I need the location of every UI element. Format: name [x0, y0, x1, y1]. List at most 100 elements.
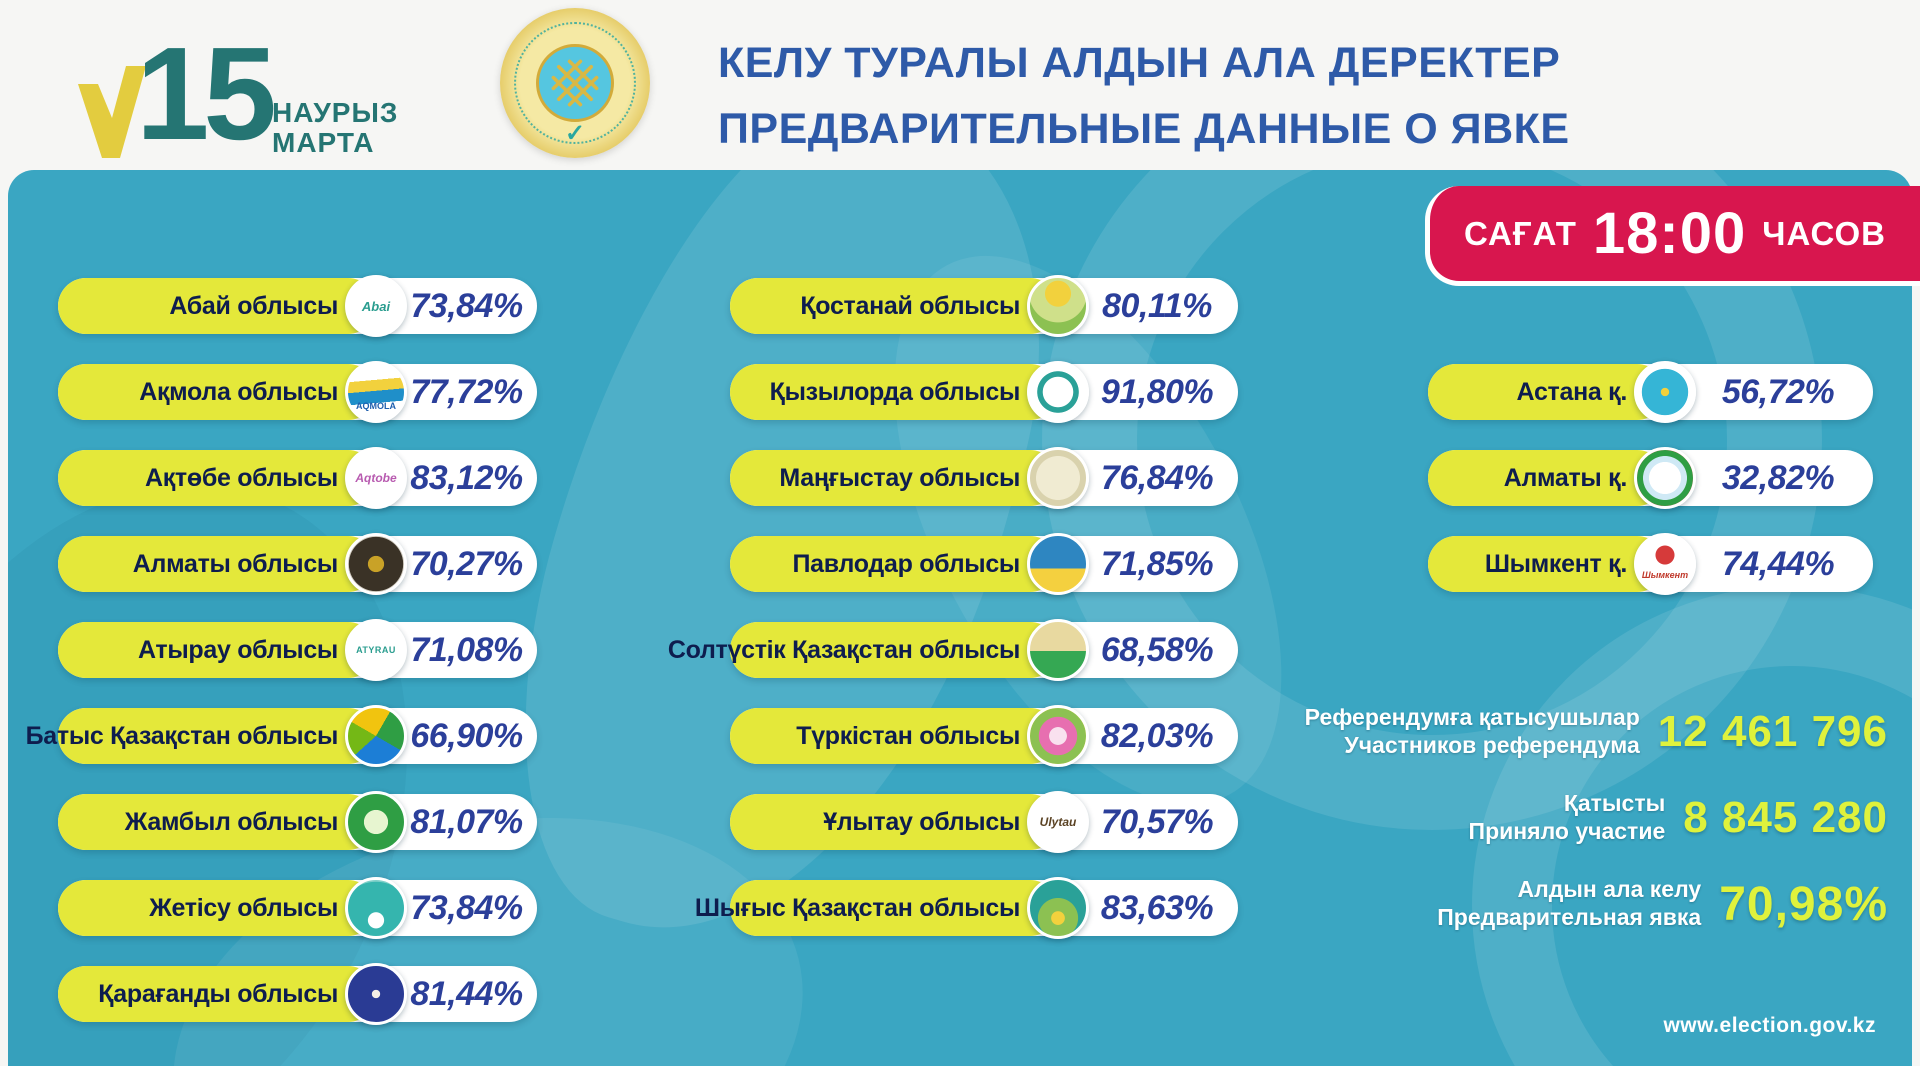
- region-pill: Жетісу облысы: [58, 880, 376, 936]
- stat-label-ru: Предварительная явка: [1437, 904, 1702, 930]
- stat-label-kz: Қатысты: [1563, 790, 1666, 817]
- region-emblem-icon: [345, 877, 407, 939]
- region-emblem-icon: Ulytau: [1027, 791, 1089, 853]
- region-label: Шымкент қ.: [1484, 549, 1627, 578]
- city-column: Астана қ. 56,72% Алматы қ. 32,82% Шымкент …: [1428, 361, 1873, 595]
- region-row-east-kz: Шығыс Қазақстан облысы 83,63%: [695, 877, 1238, 939]
- region-emblem-icon: [1634, 361, 1696, 423]
- page-title: КЕЛУ ТУРАЛЫ АЛДЫН АЛА ДЕРЕКТЕР ПРЕДВАРИТ…: [718, 30, 1570, 162]
- region-label: Ақтөбе облысы: [144, 463, 338, 492]
- region-emblem-icon: [345, 963, 407, 1025]
- region-pill: Абай облысы: [58, 278, 376, 334]
- stat-participants: Референдумға қатысушылар Участников рефе…: [1140, 700, 1888, 764]
- region-row-aqmola: Ақмола облысы AQMOLA 77,72%: [58, 361, 537, 423]
- cec-checkmark-icon: ✓: [564, 120, 586, 147]
- region-label: Шығыс Қазақстан облысы: [694, 893, 1020, 922]
- turnout-value: 82,03%: [1100, 716, 1214, 755]
- stat-label: Алдын ала келу Предварительная явка: [1140, 876, 1701, 931]
- emblem-text: Шымкент: [1641, 569, 1689, 580]
- region-pill: Шығыс Қазақстан облысы: [695, 880, 1058, 936]
- region-emblem-icon: [1027, 447, 1089, 509]
- region-row-west-kz: Батыс Қазақстан облысы 66,90%: [26, 705, 537, 767]
- stat-label: Қатысты Приняло участие: [1140, 790, 1666, 845]
- stat-label-kz: Алдын ала келу: [1517, 876, 1702, 903]
- region-label: Қостанай облысы: [800, 291, 1020, 320]
- region-pill: Қостанай облысы: [730, 278, 1058, 334]
- region-column-2: Қостанай облысы 80,11% Қызылорда облысы 91…: [668, 275, 1238, 939]
- date-logo-month-ru: МАРТА: [272, 127, 375, 159]
- turnout-value: 81,07%: [410, 802, 523, 841]
- turnout-value: 71,85%: [1100, 544, 1214, 583]
- turnout-value: 76,84%: [1100, 458, 1214, 497]
- region-row-turkistan: Түркістан облысы 82,03%: [730, 705, 1238, 767]
- region-pill: Жамбыл облысы: [58, 794, 376, 850]
- turnout-value: 56,72%: [1721, 372, 1835, 411]
- region-pill: Павлодар облысы: [730, 536, 1058, 592]
- region-row-karaganda: Қарағанды облысы 81,44%: [58, 963, 537, 1025]
- region-label: Батыс Қазақстан облысы: [25, 721, 339, 750]
- region-pill: Батыс Қазақстан облысы: [26, 708, 376, 764]
- region-row-atyrau: Атырау облысы ATYRAU 71,08%: [58, 619, 537, 681]
- region-pill: Солтүстік Қазақстан облысы: [668, 622, 1058, 678]
- region-emblem-icon: Abai: [345, 275, 407, 337]
- region-row-kyzylorda: Қызылорда облысы 91,80%: [730, 361, 1238, 423]
- stat-value: 8 845 280: [1683, 793, 1888, 842]
- region-pill: Қызылорда облысы: [730, 364, 1058, 420]
- region-label: Қарағанды облысы: [98, 979, 338, 1008]
- region-pill: Алматы облысы: [58, 536, 376, 592]
- region-emblem-icon: ATYRAU: [345, 619, 407, 681]
- turnout-value: 74,44%: [1721, 544, 1835, 583]
- region-pill: Шымкент қ.: [1428, 536, 1665, 592]
- region-row-ulytau: Ұлытау облысы Ulytau 70,57%: [730, 791, 1238, 853]
- stat-label-kz: Референдумға қатысушылар: [1304, 704, 1640, 731]
- time-banner-time: 18:00: [1592, 201, 1747, 266]
- region-row-zhambyl: Жамбыл облысы 81,07%: [58, 791, 537, 853]
- stat-voted: Қатысты Приняло участие 8 845 280: [1140, 786, 1888, 850]
- turnout-value: 73,84%: [410, 286, 523, 325]
- stat-label: Референдумға қатысушылар Участников рефе…: [1140, 704, 1640, 759]
- time-banner: САҒАТ 18:00 ЧАСОВ: [1425, 186, 1920, 286]
- region-label: Алматы облысы: [132, 549, 339, 578]
- region-emblem-icon: [1027, 533, 1089, 595]
- page-title-kz: КЕЛУ ТУРАЛЫ АЛДЫН АЛА ДЕРЕКТЕР: [718, 39, 1561, 87]
- stat-turnout: Алдын ала келу Предварительная явка 70,9…: [1140, 872, 1888, 936]
- stat-label-ru: Приняло участие: [1468, 818, 1666, 844]
- emblem-text: AQMOLA: [356, 400, 396, 411]
- region-pill: Астана қ.: [1428, 364, 1665, 420]
- region-pill: Қарағанды облысы: [58, 966, 376, 1022]
- turnout-value: 70,27%: [410, 544, 523, 583]
- turnout-value: 32,82%: [1721, 458, 1835, 497]
- turnout-value: 71,08%: [410, 630, 523, 669]
- region-emblem-icon: [345, 791, 407, 853]
- region-emblem-icon: [1027, 361, 1089, 423]
- region-label: Ақмола облысы: [139, 377, 338, 406]
- region-emblem-icon: [1634, 447, 1696, 509]
- turnout-value: 77,72%: [410, 372, 523, 411]
- region-pill: Ақтөбе облысы: [58, 450, 376, 506]
- region-pill: Ақмола облысы: [58, 364, 376, 420]
- region-label: Қызылорда облысы: [769, 377, 1021, 406]
- region-emblem-icon: Шымкент: [1634, 533, 1696, 595]
- region-label: Астана қ.: [1516, 377, 1628, 406]
- region-row-jetisu: Жетісу облысы 73,84%: [58, 877, 537, 939]
- election-website-link[interactable]: www.election.gov.kz: [1663, 1014, 1876, 1037]
- region-pill: Ұлытау облысы: [730, 794, 1058, 850]
- region-emblem-icon: [1027, 877, 1089, 939]
- region-row-pavlodar: Павлодар облысы 71,85%: [730, 533, 1238, 595]
- region-emblem-icon: [345, 533, 407, 595]
- region-emblem-icon: AQMOLA: [345, 361, 407, 423]
- region-label: Маңғыстау облысы: [779, 463, 1020, 492]
- turnout-value: 83,63%: [1100, 888, 1214, 927]
- date-logo-month-kz: НАУРЫЗ: [272, 97, 399, 128]
- region-pill: Атырау облысы: [58, 622, 376, 678]
- region-emblem-icon: [1027, 275, 1089, 337]
- stat-label-ru: Участников референдума: [1344, 732, 1640, 758]
- turnout-value: 70,57%: [1100, 802, 1214, 841]
- region-row-mangystau: Маңғыстау облысы 76,84%: [730, 447, 1238, 509]
- checkmark-logo-icon: [78, 66, 146, 158]
- stat-value: 70,98%: [1719, 877, 1888, 931]
- emblem-text: Aqtobe: [355, 471, 397, 485]
- region-emblem-icon: [1027, 619, 1089, 681]
- time-banner-suffix: ЧАСОВ: [1762, 214, 1886, 252]
